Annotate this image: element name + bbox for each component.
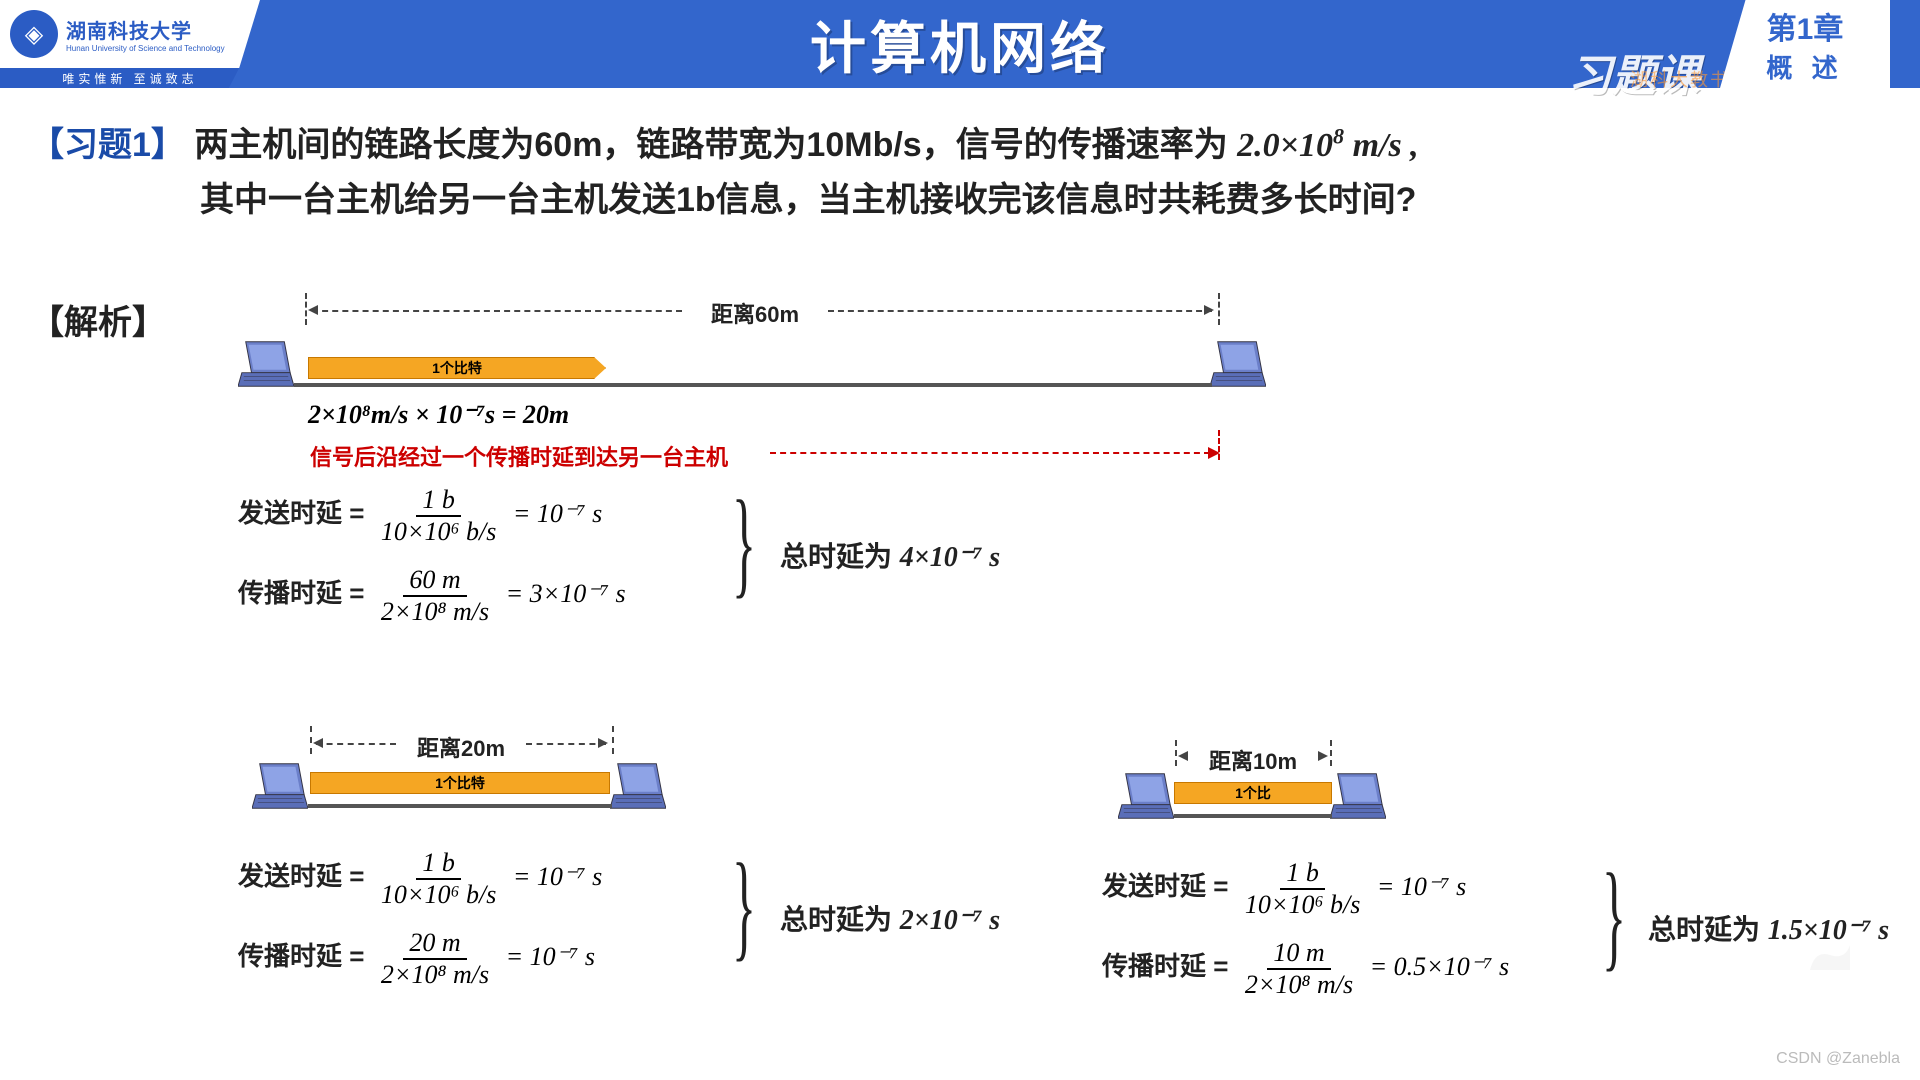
tx-delay-d3: 发送时延 = 1 b10×10⁶ b/s = 10⁻⁷ s [1102,858,1466,920]
bit-bar-d3: 1个比 [1174,782,1332,804]
course-title: 计算机网络 [810,4,1110,85]
laptop-left-d1 [238,338,294,390]
logo-block: ◈ 湖南科技大学 Hunan University of Science and… [0,0,260,68]
tick-right-d2 [612,726,614,754]
dash-r-d2 [526,743,606,745]
logo-cn: 湖南科技大学 [66,15,225,44]
section-label: 概 述 [1766,48,1843,85]
tick-right-d3 [1330,740,1332,766]
propagation-speed: 2.0×108 m/s , [1237,127,1419,164]
problem-text: 【习题1】 两主机间的链路长度为60m，链路带宽为10Mb/s，信号的传播速率为… [0,88,1920,238]
dist-10m: 距离10m [1190,744,1316,776]
dash-l-d2 [316,743,396,745]
brace-d2: } [732,837,756,975]
analysis-label: 【解析】 [30,295,166,344]
red-dash [770,452,1210,454]
calc-d1: 2×10⁸m/s × 10⁻⁷s = 20m [308,400,569,430]
chapter-box: 第1章 概 述 [1720,0,1890,88]
problem-line1a: 两主机间的链路长度为60m，链路带宽为10Mb/s，信号的传播速率为 [194,126,1237,164]
tick-right-d1 [1218,293,1220,325]
arrow-l-d2 [313,738,323,748]
red-tick [1218,430,1220,460]
link-d2 [308,804,612,808]
dist-60m: 距离60m [690,297,820,329]
laptop-left-d3 [1118,770,1174,822]
pr-delay-d2: 传播时延 = 20 m2×10⁸ m/s = 10⁻⁷ s [238,928,595,990]
problem-label: 【习题1】 [30,126,185,164]
arrow-r-d3 [1318,751,1328,761]
motto: 唯实惟新 至诚致志 [0,68,260,88]
arrow-l-d3 [1178,751,1188,761]
bit-bar-d2: 1个比特 [310,772,610,794]
logo-en: Hunan University of Science and Technolo… [66,44,225,53]
laptop-right-d3 [1330,770,1386,822]
arrow-l-d1 [308,305,318,315]
brace-d3: } [1602,847,1626,985]
chapter-label: 第1章 [1767,4,1844,48]
arrow-r-d2 [598,738,608,748]
dash-l-d1 [312,310,682,312]
link-d3 [1174,814,1332,818]
tx-delay-d2: 发送时延 = 1 b10×10⁶ b/s = 10⁻⁷ s [238,848,602,910]
brace-d1: } [732,474,756,612]
total-d1: 总时延为 4×10⁻⁷ s [780,535,1000,575]
tick-left-d1 [305,293,307,325]
pr-delay-d1: 传播时延 = 60 m2×10⁸ m/s = 3×10⁻⁷ s [238,565,626,627]
tick-left-d3 [1175,740,1177,766]
tx-delay-d1: 发送时延 = 1 b10×10⁶ b/s = 10⁻⁷ s [238,485,602,547]
arrow-r-d1 [1204,305,1214,315]
logo-icon: ◈ [10,10,58,58]
pr-delay-d3: 传播时延 = 10 m2×10⁸ m/s = 0.5×10⁻⁷ s [1102,938,1509,1000]
laptop-right-d1 [1210,338,1266,390]
watermark-icon [1800,930,1860,980]
dash-r-d1 [828,310,1212,312]
tick-left-d2 [310,726,312,754]
red-note: 信号后沿经过一个传播时延到达另一台主机 [310,440,728,472]
link-d1 [294,383,1212,387]
slide-header: ◈ 湖南科技大学 Hunan University of Science and… [0,0,1920,88]
total-d2: 总时延为 2×10⁻⁷ s [780,898,1000,938]
watermark-text: CSDN @Zanebla [1776,1050,1900,1068]
laptop-right-d2 [610,760,666,812]
dist-20m: 距离20m [398,731,524,763]
laptop-left-d2 [252,760,308,812]
problem-line2: 其中一台主机给另一台主机发送1b信息，当主机接收完该信息时共耗费多长时间? [30,173,1890,227]
bit-bar-d1: 1个比特 [308,357,606,379]
